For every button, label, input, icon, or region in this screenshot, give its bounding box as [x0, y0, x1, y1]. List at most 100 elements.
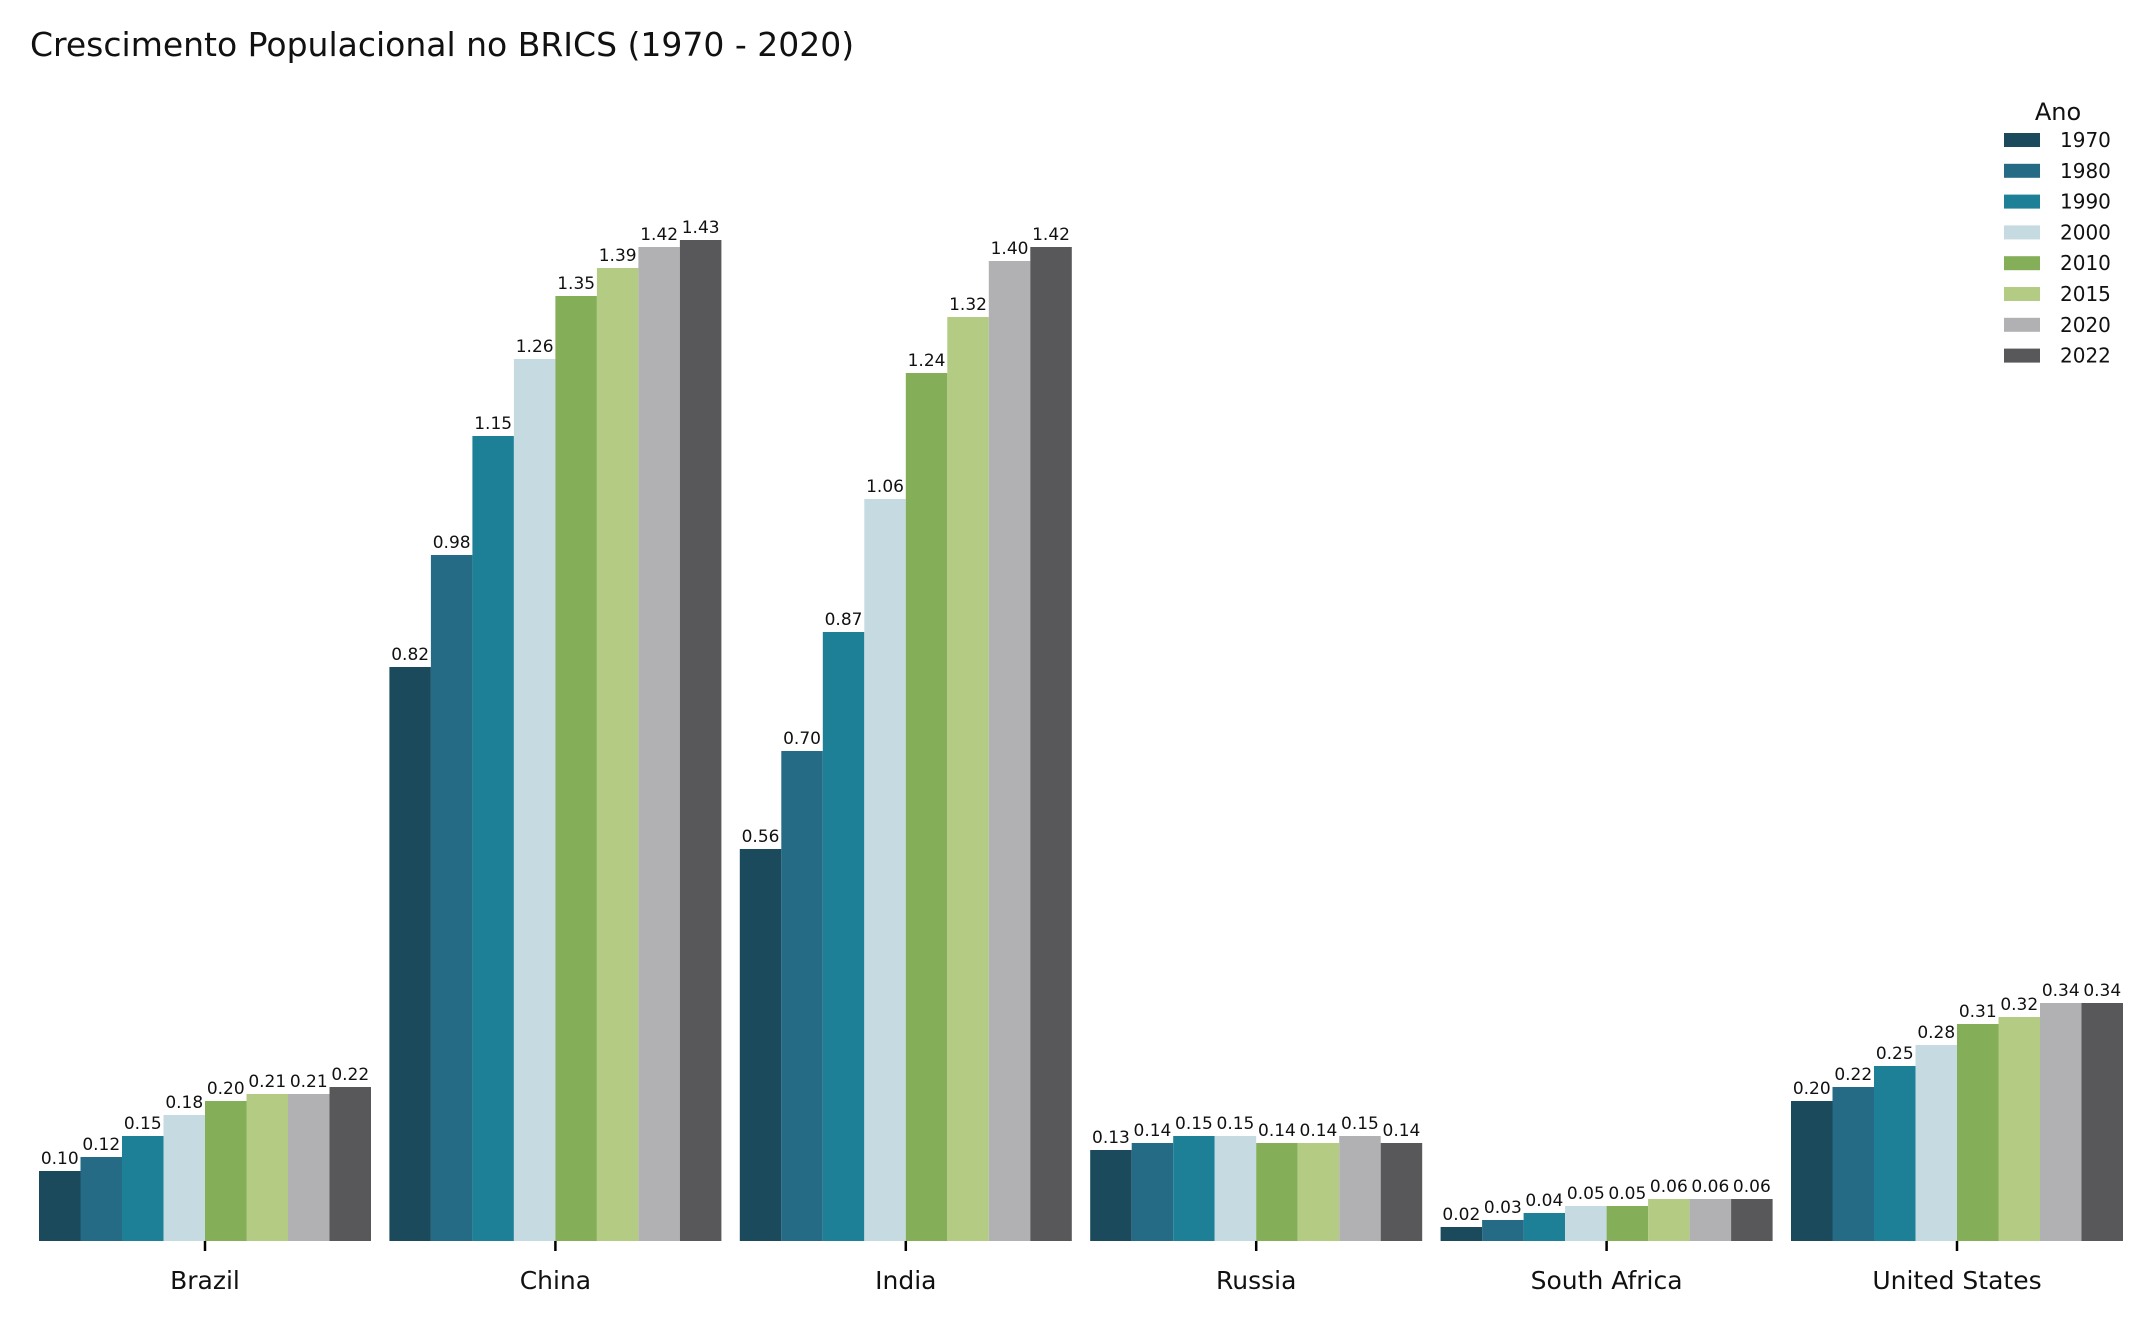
legend-label-2020: 2020 — [2060, 313, 2111, 337]
value-label-brazil-2020: 0.21 — [290, 1072, 328, 1092]
bar-india-1980 — [781, 751, 823, 1241]
value-label-south-africa-2020: 0.06 — [1691, 1177, 1729, 1197]
legend-label-2000: 2000 — [2060, 220, 2111, 244]
value-label-united-states-1970: 0.20 — [1793, 1079, 1831, 1099]
value-label-russia-2015: 0.14 — [1300, 1121, 1338, 1141]
bar-united-states-1990 — [1874, 1066, 1916, 1241]
bar-united-states-1970 — [1791, 1101, 1833, 1241]
bar-russia-1990 — [1173, 1136, 1215, 1241]
value-label-india-1970: 0.56 — [742, 827, 780, 847]
bar-south-africa-2000 — [1565, 1206, 1607, 1241]
bar-united-states-2010 — [1957, 1024, 1999, 1241]
value-label-south-africa-2022: 0.06 — [1733, 1177, 1771, 1197]
legend-swatch-2000 — [2004, 225, 2040, 240]
legend-swatch-2010 — [2004, 256, 2040, 271]
bar-south-africa-1980 — [1482, 1220, 1524, 1241]
value-label-china-1980: 0.98 — [433, 533, 471, 553]
legend-label-2015: 2015 — [2060, 282, 2111, 306]
value-label-united-states-2015: 0.32 — [2000, 995, 2038, 1015]
legend-label-1990: 1990 — [2060, 190, 2111, 214]
bar-united-states-2022 — [2081, 1003, 2123, 1241]
bar-brazil-2020 — [288, 1094, 330, 1241]
bar-russia-1970 — [1090, 1150, 1132, 1241]
x-tick-label-china: China — [520, 1266, 591, 1295]
legend-title: Ano — [2035, 98, 2081, 126]
bar-south-africa-1990 — [1523, 1213, 1566, 1241]
legend-swatch-1990 — [2004, 194, 2040, 209]
legend-label-1970: 1970 — [2060, 128, 2111, 152]
value-label-united-states-1990: 0.25 — [1876, 1044, 1914, 1064]
value-label-russia-2020: 0.15 — [1341, 1114, 1379, 1134]
bar-china-2020 — [638, 247, 680, 1241]
bar-china-2015 — [596, 268, 639, 1241]
value-label-india-2020: 1.40 — [991, 239, 1029, 259]
value-label-brazil-1990: 0.15 — [124, 1114, 162, 1134]
value-label-brazil-2022: 0.22 — [331, 1065, 369, 1085]
x-tick-label-brazil: Brazil — [170, 1266, 240, 1295]
value-label-china-1990: 1.15 — [474, 414, 512, 434]
value-label-south-africa-1970: 0.02 — [1442, 1205, 1480, 1225]
legend-swatch-1980 — [2004, 163, 2040, 178]
bar-russia-2010 — [1256, 1143, 1298, 1241]
bar-south-africa-2010 — [1606, 1206, 1649, 1241]
value-label-russia-1990: 0.15 — [1175, 1114, 1213, 1134]
value-label-india-1990: 0.87 — [825, 610, 863, 630]
bar-china-1970 — [389, 667, 431, 1241]
value-label-china-2000: 1.26 — [516, 337, 554, 357]
bar-brazil-1980 — [80, 1157, 122, 1241]
bar-south-africa-2015 — [1648, 1199, 1690, 1241]
legend-label-2010: 2010 — [2060, 251, 2111, 275]
bar-russia-2020 — [1339, 1136, 1381, 1241]
bar-india-2010 — [905, 373, 948, 1241]
value-label-china-2022: 1.43 — [682, 218, 720, 238]
x-tick-label-south-africa: South Africa — [1531, 1266, 1683, 1295]
value-label-south-africa-2000: 0.05 — [1567, 1184, 1605, 1204]
value-label-south-africa-1980: 0.03 — [1484, 1198, 1522, 1218]
bar-brazil-2010 — [205, 1101, 247, 1241]
bar-china-2010 — [555, 296, 597, 1241]
x-axis: Brazil China India Russia South Africa United… — [170, 1241, 2042, 1295]
bar-india-2020 — [988, 261, 1031, 1241]
bar-south-africa-2022 — [1731, 1199, 1773, 1241]
value-label-russia-2000: 0.15 — [1217, 1114, 1255, 1134]
value-label-russia-2022: 0.14 — [1383, 1121, 1421, 1141]
value-label-united-states-2000: 0.28 — [1917, 1023, 1955, 1043]
bar-united-states-2020 — [2040, 1003, 2082, 1241]
bar-brazil-2022 — [329, 1087, 371, 1241]
value-label-russia-2010: 0.14 — [1258, 1121, 1296, 1141]
value-label-russia-1980: 0.14 — [1134, 1121, 1172, 1141]
bar-china-2022 — [679, 240, 722, 1241]
legend-swatch-2022 — [2004, 348, 2040, 363]
bar-india-1970 — [739, 849, 782, 1241]
value-label-united-states-2010: 0.31 — [1959, 1002, 1997, 1022]
chart-title: Crescimento Populacional no BRICS (1970 … — [30, 25, 854, 64]
x-tick-label-russia: Russia — [1216, 1266, 1296, 1295]
bar-china-1990 — [472, 436, 514, 1241]
value-label-south-africa-2010: 0.05 — [1608, 1184, 1646, 1204]
bar-china-2000 — [513, 359, 556, 1241]
x-tick-label-india: India — [875, 1266, 936, 1295]
legend-swatch-1970 — [2004, 133, 2040, 147]
value-label-india-1980: 0.70 — [783, 729, 821, 749]
value-label-south-africa-2015: 0.06 — [1650, 1177, 1688, 1197]
bar-south-africa-2020 — [1689, 1199, 1732, 1241]
bar-brazil-1970 — [39, 1171, 81, 1241]
value-label-brazil-2010: 0.20 — [207, 1079, 245, 1099]
bar-india-2015 — [947, 317, 989, 1241]
bar-russia-2022 — [1380, 1143, 1423, 1241]
legend: Ano 1970 1980 1990 2000 2010 2015 2020 2022 — [2004, 98, 2111, 368]
value-label-india-2015: 1.32 — [949, 295, 987, 315]
bar-brazil-2015 — [246, 1094, 288, 1241]
value-label-brazil-1980: 0.12 — [82, 1135, 120, 1155]
legend-swatch-2020 — [2004, 317, 2040, 332]
bar-india-2022 — [1030, 247, 1072, 1241]
legend-swatch-2015 — [2004, 287, 2040, 301]
value-label-india-2022: 1.42 — [1032, 225, 1070, 245]
bars-group: 0.100.120.150.180.20 0.21 0.21 0.220.820.98… — [39, 218, 2123, 1241]
bar-brazil-2000 — [163, 1115, 205, 1241]
value-label-russia-1970: 0.13 — [1092, 1128, 1130, 1148]
bar-russia-1980 — [1131, 1143, 1174, 1241]
bar-united-states-1980 — [1832, 1087, 1874, 1241]
value-label-india-2000: 1.06 — [866, 477, 904, 497]
bar-brazil-1990 — [122, 1136, 164, 1241]
